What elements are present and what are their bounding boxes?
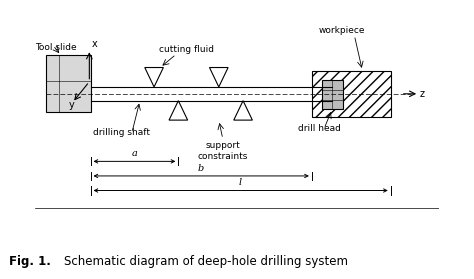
Polygon shape [210,68,228,87]
Polygon shape [145,68,164,87]
Text: y: y [68,100,74,110]
Text: x: x [92,39,98,49]
Bar [46,56,91,112]
Text: l: l [239,178,242,187]
Text: drill head: drill head [299,124,341,133]
Text: Tool slide: Tool slide [36,43,77,52]
Bar [312,71,391,117]
Text: b: b [198,164,204,173]
Text: workpiece: workpiece [319,26,365,35]
Polygon shape [169,101,188,120]
Text: support
constraints: support constraints [198,141,248,160]
Polygon shape [234,101,252,120]
Text: a: a [131,149,137,158]
Text: Fig. 1.: Fig. 1. [9,255,51,268]
Text: drilling shaft: drilling shaft [93,129,150,138]
Text: z: z [420,89,425,99]
Text: cutting fluid: cutting fluid [159,45,214,54]
Text: Schematic diagram of deep-hole drilling system: Schematic diagram of deep-hole drilling … [64,255,348,268]
Bar [322,80,343,109]
